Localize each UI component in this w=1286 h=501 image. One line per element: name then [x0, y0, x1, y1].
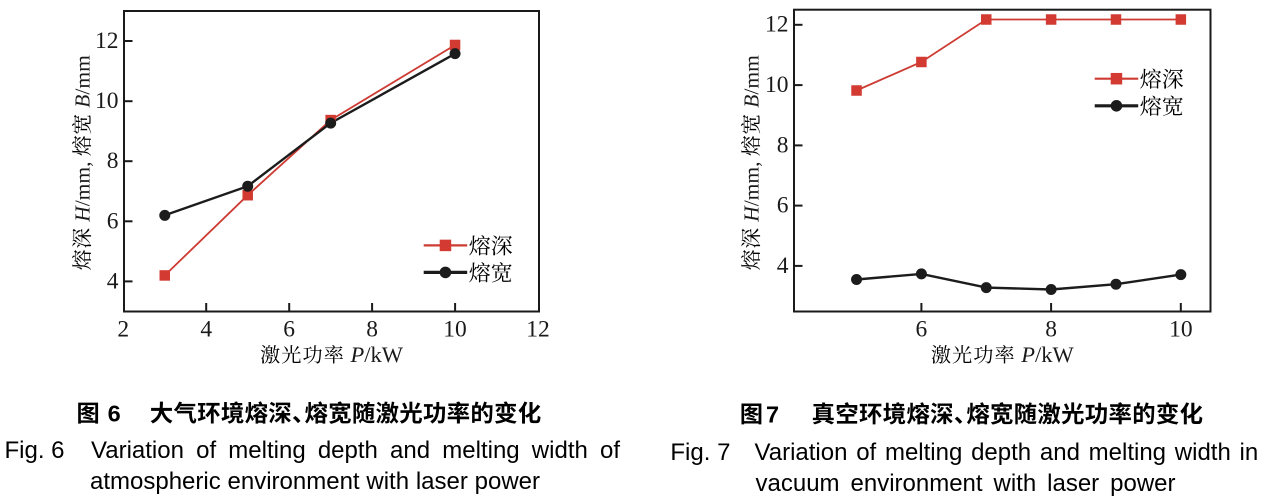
svg-text:10: 10: [1169, 317, 1193, 343]
svg-text:/kW: /kW: [364, 342, 404, 367]
svg-text:8: 8: [107, 148, 119, 174]
svg-text:/mm: /mm: [740, 55, 764, 95]
svg-text:12: 12: [526, 317, 550, 343]
svg-text:/mm,: /mm,: [740, 162, 764, 207]
svg-text:7: 7: [766, 401, 779, 427]
svg-text:H: H: [71, 205, 95, 223]
svg-text:4: 4: [200, 317, 212, 343]
svg-text:10: 10: [765, 72, 789, 98]
svg-text:/mm,: /mm,: [71, 162, 95, 207]
svg-text:6: 6: [107, 208, 119, 234]
svg-text:P: P: [349, 342, 364, 367]
svg-text:8: 8: [366, 317, 378, 343]
svg-text:B: B: [71, 95, 95, 108]
svg-text:8: 8: [1045, 317, 1057, 343]
svg-text:2: 2: [117, 317, 129, 343]
svg-text:/kW: /kW: [1035, 342, 1075, 367]
svg-text:/mm: /mm: [71, 55, 95, 95]
svg-text:8: 8: [777, 132, 789, 158]
svg-text:6: 6: [916, 317, 928, 343]
svg-text:4: 4: [107, 268, 119, 294]
svg-text:12: 12: [765, 12, 789, 38]
svg-text:H: H: [740, 205, 764, 223]
svg-text:10: 10: [95, 88, 119, 114]
svg-text:B: B: [740, 95, 764, 108]
svg-text:4: 4: [777, 253, 789, 279]
svg-text:P: P: [1020, 342, 1035, 367]
svg-text:10: 10: [443, 317, 467, 343]
svg-text:12: 12: [95, 28, 119, 54]
svg-text:6: 6: [777, 193, 789, 219]
svg-text:6: 6: [108, 401, 121, 427]
svg-text:6: 6: [283, 317, 295, 343]
